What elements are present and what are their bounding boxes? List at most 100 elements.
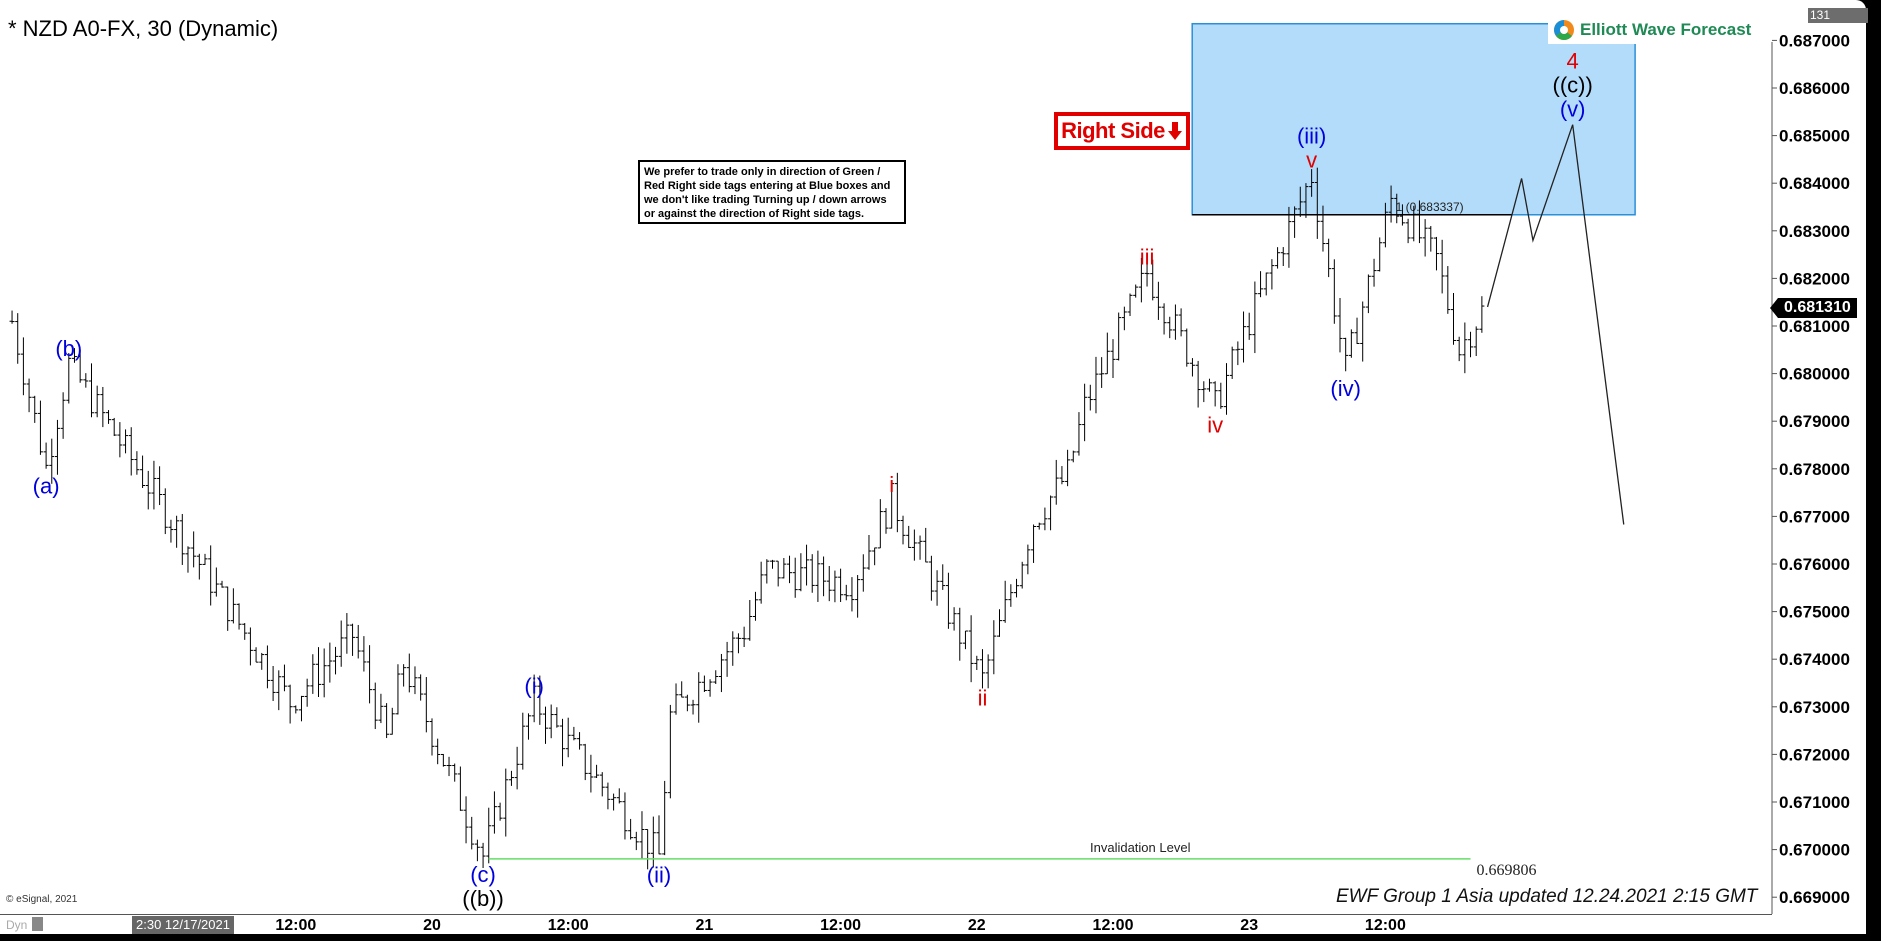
ohlc-bar [225,586,231,631]
ohlc-bar [968,615,974,683]
ohlc-bar [1053,459,1059,505]
ohlc-bar [1371,258,1377,287]
ohlc-bar [974,655,980,670]
ohlc-bar [1155,281,1161,320]
lock-icon[interactable] [32,917,43,931]
ohlc-bar [236,603,242,630]
ohlc-bar [412,666,418,695]
ohlc-bar [185,546,191,573]
ohlc-bar [1399,204,1405,226]
ohlc-bar [1093,356,1099,414]
tick-count-tag: 131 [1808,8,1868,23]
ohlc-bar [457,766,463,811]
ohlc-bar [520,712,526,770]
ohlc-bar [440,753,446,767]
y-tick-label: 0.669000 [1779,888,1850,907]
ohlc-bar [1433,236,1439,271]
dyn-label[interactable]: Dyn [6,918,28,932]
ohlc-bar [713,670,719,684]
ohlc-bar [656,815,662,855]
ohlc-bar [1019,561,1025,589]
ohlc-bar [605,782,611,810]
ohlc-bar [934,570,940,606]
ohlc-bar [202,553,208,565]
ohlc-bars [9,167,1485,870]
ohlc-bar [809,554,815,593]
x-tick-label: 12:00 [1092,917,1134,934]
x-tick-label: 12:00 [1364,917,1406,934]
ohlc-bar [781,558,787,579]
ohlc-bar [679,681,685,698]
ohlc-bar [684,694,690,712]
ohlc-bar [1456,336,1462,362]
ohlc-bar [350,623,356,656]
ohlc-bar [957,607,963,661]
ohlc-bar [1439,239,1445,294]
ohlc-bar [208,545,214,606]
ohlc-bar [1212,381,1218,407]
ohlc-bar [1348,329,1354,358]
ohlc-bar [1252,281,1258,354]
ohlc-bar [838,568,844,602]
wave-label: iii [1140,245,1155,270]
ohlc-bar [1082,383,1088,442]
ohlc-bar [543,706,548,744]
ohlc-bar [872,547,878,566]
wave-label: iv [1207,412,1223,437]
ohlc-bar [1331,259,1337,324]
y-tick-label: 0.686000 [1779,79,1850,98]
ohlc-bar [83,373,89,388]
ohlc-bar [446,756,452,777]
ohlc-bar [866,534,872,570]
ohlc-bar [724,641,730,677]
x-tick-label: 12:00 [275,917,317,934]
ohlc-bar [1473,326,1479,356]
ohlc-bar [469,816,475,850]
ohlc-bar [917,535,923,560]
logo-text: Elliott Wave Forecast [1580,20,1752,39]
x-tick-label: 12:00 [547,917,589,934]
ohlc-bar [15,313,21,364]
ohlc-bar [514,746,520,790]
ohlc-bar [293,705,299,714]
fib-level-label: 1 (0.683337) [1396,200,1464,214]
ohlc-bar [639,811,645,859]
ohlc-bar [1224,363,1229,415]
ohlc-bar [1258,271,1264,298]
ohlc-bar [321,648,327,698]
ohlc-bar [117,422,123,458]
ohlc-bar [111,417,117,436]
ohlc-bar [253,647,259,663]
ohlc-bar [145,470,151,510]
ohlc-bar [128,427,134,476]
y-tick-label: 0.684000 [1779,174,1850,193]
ohlc-bar [191,531,197,568]
ohlc-bar [1031,524,1037,563]
time-axis[interactable]: Dyn 2:30 12/17/2021 12:00 20 12:00 21 12:00 22… [0,914,1772,935]
ohlc-bar [43,442,49,469]
ohlc-bar [230,588,236,624]
ohlc-bar [361,636,367,672]
ohlc-bar [1297,186,1303,217]
y-tick-label: 0.682000 [1779,269,1850,288]
ohlc-bar [1087,384,1093,411]
ohlc-bar [945,572,951,629]
ohlc-bar [594,764,600,778]
ohlc-bar [1246,312,1252,340]
ohlc-bar [20,337,26,396]
ohlc-bar [287,684,293,724]
ohlc-bar [247,627,253,666]
blue-box [1191,22,1636,216]
ohlc-bar [548,704,554,739]
ohlc-bar [1002,580,1008,623]
ohlc-bar [151,460,157,510]
ohlc-bar [991,620,997,675]
ohlc-bar [49,438,55,484]
wave-label: (iii) [1297,124,1326,149]
ohlc-bar [906,525,912,548]
ohlc-bar [338,620,344,667]
ohlc-bar [1343,337,1349,372]
ohlc-bar [1201,381,1207,403]
ohlc-bar [333,646,339,675]
